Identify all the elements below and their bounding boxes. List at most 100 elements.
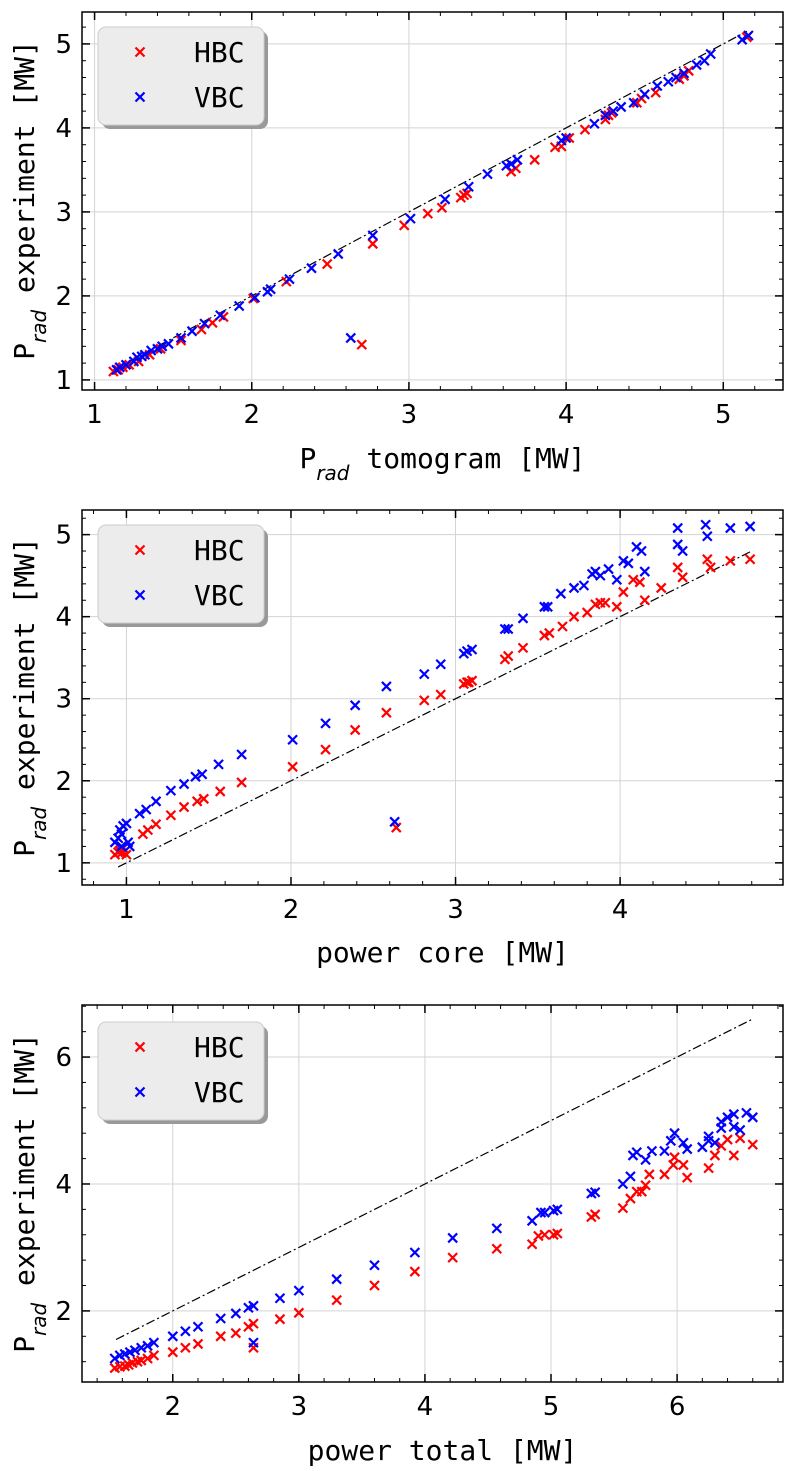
plot-frame xyxy=(81,509,784,886)
data-point xyxy=(544,627,555,639)
data-point xyxy=(236,749,247,760)
data-point xyxy=(709,1137,721,1149)
data-point xyxy=(367,238,379,250)
data-point xyxy=(678,1137,689,1149)
data-point xyxy=(600,597,611,609)
data-point xyxy=(655,582,667,594)
data-point xyxy=(142,1340,153,1352)
legend-marker xyxy=(134,91,146,103)
data-point xyxy=(603,563,614,575)
data-point xyxy=(615,101,627,113)
data-point xyxy=(728,1121,740,1133)
y-tick-label: 3 xyxy=(55,198,72,228)
data-point xyxy=(230,1327,242,1339)
data-point xyxy=(722,1112,733,1123)
data-point xyxy=(552,1204,563,1215)
data-point xyxy=(691,59,702,71)
y-tick-label: 5 xyxy=(55,521,72,551)
x-tick-label: 5 xyxy=(543,1392,560,1422)
series-vbc xyxy=(111,30,754,376)
data-point xyxy=(215,1313,226,1324)
y-axis-label: Prad experiment [MW] xyxy=(8,1033,51,1353)
y-tick-label: 4 xyxy=(55,603,72,633)
data-point xyxy=(634,576,646,588)
data-point xyxy=(233,300,245,312)
data-point xyxy=(287,734,298,746)
data-point xyxy=(293,1307,305,1319)
data-point xyxy=(248,1318,259,1329)
data-point xyxy=(134,808,145,819)
data-point xyxy=(611,574,623,586)
data-point xyxy=(747,1139,759,1150)
data-point xyxy=(418,695,430,706)
data-point xyxy=(196,768,208,780)
data-point xyxy=(725,555,736,567)
chart-panel-1: 1 2 3 4 5 1 2 3 4 5 HBC VBC Prad tomogram [MW] Prad e… xyxy=(8,11,784,485)
data-point xyxy=(165,809,177,821)
data-point xyxy=(381,681,392,692)
data-point xyxy=(736,34,748,45)
data-point xyxy=(142,824,154,836)
data-point xyxy=(678,1159,689,1171)
data-point xyxy=(436,202,448,213)
plot-frame xyxy=(81,1004,784,1383)
data-point xyxy=(600,110,611,121)
x-tick-label: 3 xyxy=(401,400,418,430)
data-point xyxy=(332,248,344,260)
chart-panel-3: 2 3 4 5 6 2 4 6 HBC VBC power total [MW] Prad exper… xyxy=(8,1004,784,1467)
data-point xyxy=(165,785,177,796)
data-point xyxy=(213,759,224,770)
data-point xyxy=(668,1159,679,1171)
data-point xyxy=(702,530,713,542)
data-point xyxy=(734,1124,746,1136)
data-point xyxy=(581,607,593,618)
data-point xyxy=(120,359,132,371)
data-point xyxy=(617,1202,629,1214)
x-tick-label: 2 xyxy=(165,1392,182,1422)
data-point xyxy=(196,324,207,335)
data-point xyxy=(659,1169,670,1180)
data-point xyxy=(702,553,713,565)
data-point xyxy=(639,594,651,606)
data-point xyxy=(744,553,756,565)
x-tick-label: 1 xyxy=(86,400,103,430)
data-point xyxy=(595,570,606,581)
y-axis-label: Prad experiment [MW] xyxy=(8,537,51,857)
data-point xyxy=(589,118,600,129)
data-point xyxy=(163,338,174,350)
data-point xyxy=(631,1146,643,1158)
data-point xyxy=(636,545,647,557)
data-point xyxy=(190,771,201,782)
data-point xyxy=(214,786,226,797)
data-point xyxy=(705,48,716,60)
data-point xyxy=(499,623,511,635)
data-point xyxy=(659,1145,670,1157)
data-point xyxy=(705,562,716,573)
data-point xyxy=(199,318,210,329)
data-point xyxy=(248,1337,259,1348)
data-point xyxy=(611,601,623,613)
data-point xyxy=(306,262,317,274)
data-point xyxy=(557,621,568,632)
data-point xyxy=(681,1172,693,1183)
data-point xyxy=(578,580,590,591)
data-point xyxy=(589,1209,601,1220)
data-point xyxy=(150,796,162,807)
data-point xyxy=(274,1313,286,1325)
data-point xyxy=(555,588,567,599)
data-point xyxy=(320,744,331,755)
data-point xyxy=(734,1133,746,1144)
data-point xyxy=(135,1355,147,1366)
x-tick-label: 6 xyxy=(669,1392,686,1422)
data-point xyxy=(539,601,550,613)
data-point xyxy=(640,1154,651,1166)
data-point xyxy=(678,68,690,79)
data-point xyxy=(124,841,135,852)
data-point xyxy=(215,309,226,321)
data-point xyxy=(627,574,639,586)
series-vbc xyxy=(109,1107,759,1364)
data-point xyxy=(491,1223,503,1234)
x-tick-label: 1 xyxy=(118,895,135,925)
data-point xyxy=(249,292,261,303)
